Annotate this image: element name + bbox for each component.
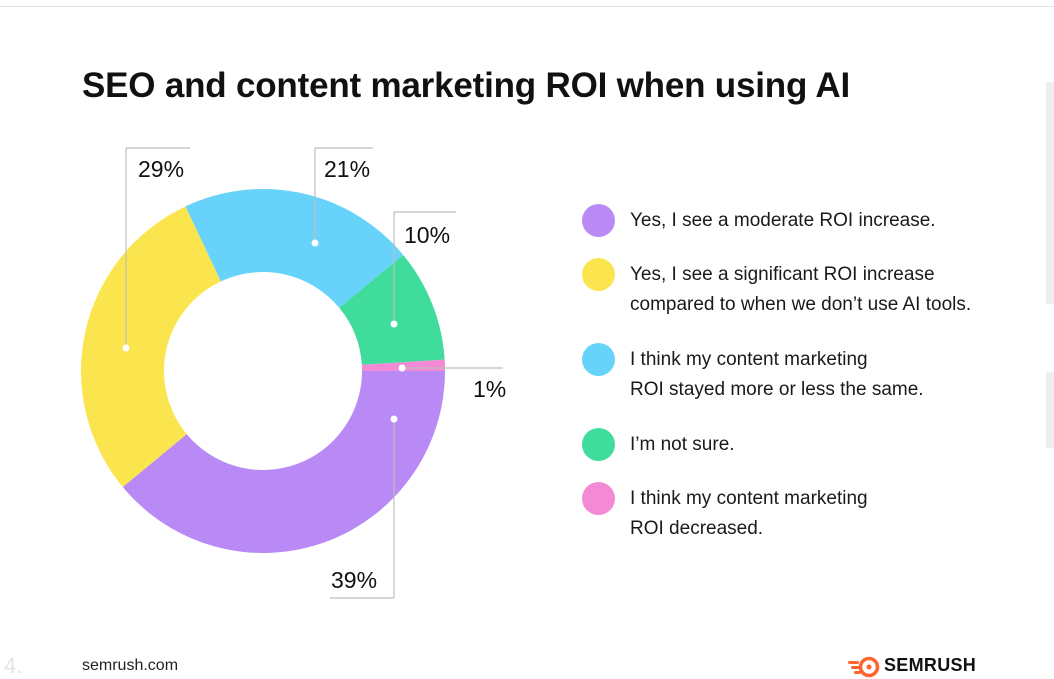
legend-swatch-same xyxy=(582,343,615,376)
donut-slice-significant xyxy=(80,206,221,488)
legend-swatch-significant xyxy=(582,258,615,291)
donut-slice-not-sure xyxy=(339,254,445,365)
leader-dot xyxy=(311,239,319,247)
legend-line: ROI stayed more or less the same. xyxy=(630,379,924,400)
legend-line: Yes, I see a moderate ROI increase. xyxy=(630,210,936,231)
leader-dot xyxy=(122,344,130,352)
legend-line: I think my content marketing xyxy=(630,349,868,370)
donut-chart: 39% 29% 21% 10% 1% xyxy=(80,147,506,599)
donut-slice-same xyxy=(185,189,404,308)
chart-title: SEO and content marketing ROI when using… xyxy=(82,66,850,105)
legend-label-not-sure: I’m not sure. xyxy=(630,430,1030,460)
legend-label-decreased: I think my content marketing ROI decreas… xyxy=(630,484,1030,544)
legend-line: compared to when we don’t use AI tools. xyxy=(630,294,972,315)
data-label-not-sure: 10% xyxy=(404,222,450,248)
page-number: 4. xyxy=(4,653,23,678)
data-label-moderate: 39% xyxy=(331,567,377,593)
footer-site-link[interactable]: semrush.com xyxy=(82,657,179,674)
legend-swatch-not-sure xyxy=(582,428,615,461)
donut-slice-moderate xyxy=(122,371,445,554)
legend-swatch-moderate xyxy=(582,204,615,237)
semrush-wordmark: SEMRUSH xyxy=(884,655,977,675)
leader-dot xyxy=(390,320,398,328)
legend-line: I’m not sure. xyxy=(630,434,735,455)
leader-dot xyxy=(390,415,398,423)
legend-line: ROI decreased. xyxy=(630,518,764,539)
legend-label-significant: Yes, I see a significant ROI increase co… xyxy=(630,260,1030,320)
data-label-decreased: 1% xyxy=(473,376,506,402)
semrush-flame-icon xyxy=(848,656,880,678)
data-label-significant: 29% xyxy=(138,156,184,182)
side-panel xyxy=(1046,372,1054,448)
side-panel xyxy=(1046,82,1054,304)
legend-label-same: I think my content marketing ROI stayed … xyxy=(630,345,1030,405)
legend-line: I think my content marketing xyxy=(630,488,868,509)
data-label-same: 21% xyxy=(324,156,370,182)
legend-swatch-decreased xyxy=(582,482,615,515)
legend-label-moderate: Yes, I see a moderate ROI increase. xyxy=(630,206,1030,236)
legend-line: Yes, I see a significant ROI increase xyxy=(630,264,935,285)
top-divider xyxy=(0,6,1054,7)
leader-dot xyxy=(398,364,406,372)
